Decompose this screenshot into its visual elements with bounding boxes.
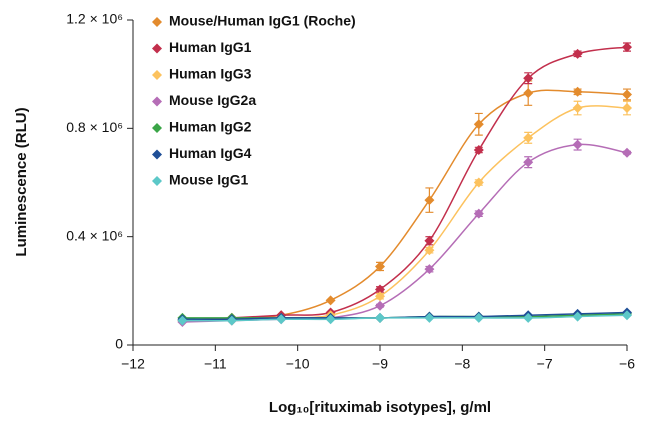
marker bbox=[523, 88, 534, 99]
x-tick-label: −12 bbox=[121, 356, 145, 372]
marker bbox=[523, 132, 534, 143]
marker bbox=[375, 291, 385, 302]
marker bbox=[424, 312, 435, 323]
marker bbox=[424, 245, 435, 256]
marker bbox=[622, 42, 632, 53]
marker bbox=[375, 261, 385, 272]
legend-marker bbox=[152, 176, 162, 186]
fit-curve bbox=[182, 143, 628, 323]
fit-curve bbox=[182, 46, 628, 322]
x-tick-label: −11 bbox=[204, 356, 227, 372]
legend-label: Human IgG1 bbox=[169, 39, 252, 55]
y-tick-label: 0.4 × 10⁶ bbox=[66, 227, 123, 243]
marker bbox=[622, 103, 632, 114]
y-tick-label: 0.8 × 10⁶ bbox=[66, 119, 123, 135]
marker bbox=[572, 103, 583, 114]
marker bbox=[375, 300, 385, 311]
legend-label: Human IgG3 bbox=[169, 66, 252, 82]
x-tick-label: −7 bbox=[537, 356, 553, 372]
marker bbox=[572, 86, 583, 97]
y-tick-label: 0 bbox=[115, 336, 123, 352]
legend-marker bbox=[152, 123, 162, 133]
marker bbox=[523, 157, 534, 168]
legend-label: Mouse IgG2a bbox=[169, 92, 256, 108]
marker bbox=[572, 48, 583, 59]
marker bbox=[523, 73, 534, 84]
x-tick-label: −6 bbox=[619, 356, 635, 372]
legend-marker bbox=[152, 43, 162, 54]
marker bbox=[473, 177, 484, 188]
marker bbox=[424, 195, 435, 206]
legend-label: Human IgG4 bbox=[169, 145, 252, 161]
legend-marker bbox=[152, 96, 162, 107]
x-tick-label: −9 bbox=[372, 356, 388, 372]
x-tick-label: −10 bbox=[286, 356, 310, 372]
marker bbox=[375, 312, 385, 323]
marker bbox=[622, 89, 632, 100]
marker bbox=[473, 119, 484, 130]
marker bbox=[473, 208, 484, 219]
marker bbox=[622, 310, 632, 321]
marker bbox=[424, 264, 435, 275]
marker bbox=[572, 139, 583, 150]
x-tick-label: −8 bbox=[454, 356, 470, 372]
legend-label: Mouse/Human IgG1 (Roche) bbox=[169, 13, 356, 29]
y-tick-label: 1.2 × 10⁶ bbox=[66, 11, 123, 27]
marker bbox=[473, 312, 484, 323]
marker bbox=[177, 315, 188, 326]
marker bbox=[226, 315, 237, 326]
legend-marker bbox=[152, 70, 162, 80]
marker bbox=[276, 314, 287, 325]
marker bbox=[523, 312, 534, 323]
x-axis-label: Log₁₀[rituximab isotypes], g/ml bbox=[269, 399, 491, 416]
marker bbox=[424, 235, 435, 246]
marker bbox=[622, 147, 632, 158]
marker bbox=[473, 145, 484, 155]
marker bbox=[325, 295, 336, 306]
marker bbox=[325, 314, 336, 325]
legend-label: Mouse IgG1 bbox=[169, 172, 249, 188]
fit-curve bbox=[182, 105, 628, 322]
marker bbox=[572, 311, 583, 322]
legend-label: Human IgG2 bbox=[169, 119, 252, 135]
y-axis-label: Luminescence (RLU) bbox=[13, 107, 30, 256]
legend-marker bbox=[152, 149, 162, 160]
marker bbox=[375, 284, 385, 295]
legend-marker bbox=[152, 17, 162, 27]
fit-curve bbox=[182, 314, 628, 322]
